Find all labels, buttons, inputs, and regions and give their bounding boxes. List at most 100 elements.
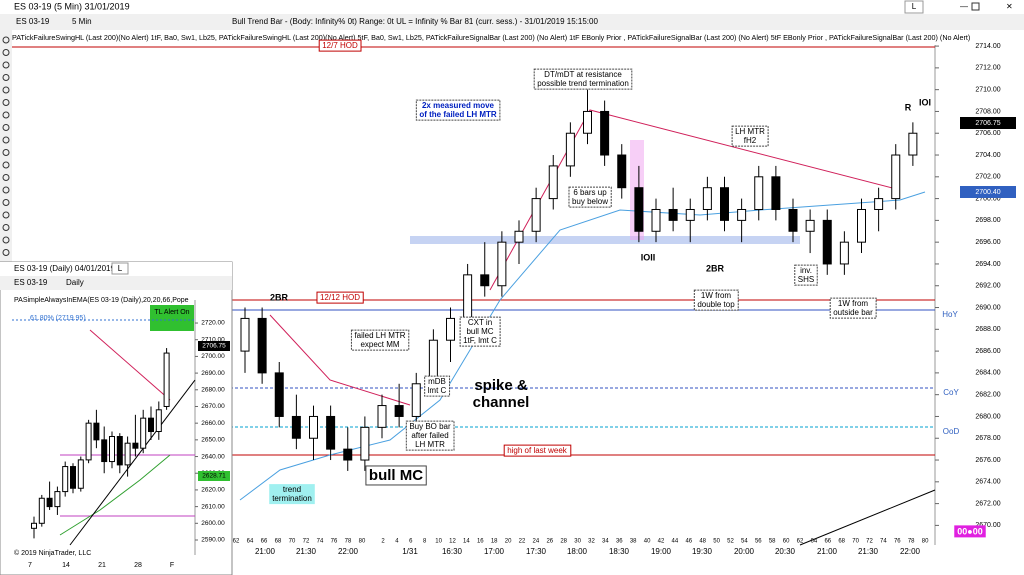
daily-link-button[interactable] — [111, 262, 129, 275]
bar-number: 62 — [233, 539, 240, 545]
bar-number: 14 — [463, 539, 470, 545]
price-label: 2628.71 — [202, 473, 226, 480]
candle-body — [85, 422, 92, 461]
candle-body — [54, 491, 61, 508]
bar-number: 62 — [797, 539, 804, 545]
y-tick-label: 2640.00 — [201, 453, 225, 460]
tool-icon[interactable] — [2, 99, 10, 106]
tool-icon[interactable] — [2, 124, 10, 131]
annotation-text: failed LH MTR — [354, 331, 405, 340]
annotation-text: 1tF, lmt C — [463, 336, 497, 345]
bar-number: 66 — [261, 539, 268, 545]
tool-icon[interactable] — [2, 36, 10, 44]
annotation-text: high of last week — [507, 446, 568, 455]
tool-icon[interactable] — [2, 86, 10, 94]
copyright: © 2019 NinjaTrader, LLC — [14, 549, 91, 557]
tool-icon[interactable] — [2, 224, 10, 231]
bar-number: 24 — [533, 539, 540, 545]
annotation-box — [269, 484, 315, 505]
bar-number: 54 — [741, 539, 748, 545]
link-button[interactable] — [904, 0, 924, 14]
tool-icon[interactable] — [2, 174, 10, 181]
bar-number: 66 — [824, 539, 831, 545]
candle-body — [634, 187, 644, 232]
tool-icon[interactable] — [2, 136, 10, 144]
y-tick-label: 2710.00 — [975, 87, 1000, 94]
tool-icon[interactable] — [2, 61, 10, 69]
bar-number: 46 — [685, 539, 692, 545]
time-label: 21:30 — [858, 547, 879, 556]
bar-number: 6 — [409, 539, 413, 545]
candle-body — [101, 439, 108, 463]
tool-icon[interactable] — [2, 161, 10, 169]
minimize[interactable]: — — [960, 2, 968, 11]
y-tick-label: 2714.00 — [975, 43, 1000, 50]
daily-instrument[interactable]: ES 03-19 — [14, 278, 48, 287]
annotation-text: LH MTR — [735, 127, 765, 136]
tool-icon[interactable] — [2, 249, 10, 256]
candle-body — [771, 176, 781, 210]
title-bar — [0, 0, 1024, 14]
annotation-box — [503, 444, 572, 457]
candle-body — [38, 497, 45, 524]
candle-body — [463, 274, 473, 319]
candle-body — [754, 176, 764, 210]
candle-body — [109, 436, 115, 463]
bar-number: 64 — [811, 539, 818, 545]
window-title: ES 03-19 (5 Min) 31/01/2019 — [14, 1, 130, 11]
y-tick-label: 2696.00 — [975, 239, 1000, 246]
bar-number: 42 — [658, 539, 665, 545]
y-tick-label: 2672.00 — [975, 500, 1000, 507]
time-label: 22:00 — [900, 547, 921, 556]
time-label: 20:30 — [775, 547, 796, 556]
candle-body — [140, 417, 147, 449]
y-tick-label: 2712.00 — [975, 65, 1000, 72]
indicator-list: PATickFailureSwingHL (Last 200)(No Alert… — [12, 33, 970, 42]
annotation-box — [424, 375, 451, 397]
candle-body — [617, 154, 627, 189]
daily-link-button-label[interactable]: L — [118, 264, 123, 273]
tool-icon[interactable] — [2, 211, 10, 219]
bar-number: 12 — [449, 539, 456, 545]
candle-body — [377, 405, 387, 428]
candle-body — [565, 132, 575, 167]
tool-icon[interactable] — [2, 49, 10, 56]
bar-number: 16 — [477, 539, 484, 545]
close[interactable]: ✕ — [1006, 2, 1013, 11]
link-button-label[interactable]: L — [912, 2, 917, 11]
candle-body — [77, 459, 84, 489]
maximize[interactable] — [971, 2, 980, 11]
bar-number: 48 — [699, 539, 706, 545]
tool-icon[interactable] — [2, 236, 10, 244]
tool-icon[interactable] — [2, 149, 10, 156]
annotation-text: 2x measured move — [422, 101, 495, 110]
time-label: 19:00 — [651, 547, 672, 556]
period-selector[interactable]: 5 Min — [72, 17, 92, 26]
tool-icon[interactable] — [2, 199, 10, 206]
instrument-selector[interactable]: ES 03-19 — [16, 17, 50, 26]
tool-icon[interactable] — [2, 74, 10, 81]
candle-body — [326, 415, 336, 450]
bar-number: 72 — [303, 539, 310, 545]
annotation-text: expect MM — [360, 340, 399, 349]
bar-number: 72 — [866, 539, 873, 545]
candle-body — [702, 187, 712, 210]
candle-body — [720, 187, 729, 221]
bar-number: 58 — [769, 539, 776, 545]
candle-body — [600, 110, 610, 156]
time-label: 16:30 — [442, 547, 463, 556]
candle-body — [908, 132, 918, 156]
bar-number: 70 — [852, 539, 859, 545]
annotation-text: mDB — [428, 377, 446, 386]
tool-icon[interactable] — [2, 111, 10, 119]
bar-number: 4 — [395, 539, 399, 545]
bar-number: 56 — [755, 539, 762, 545]
bar-number: 64 — [247, 539, 254, 545]
annotation-box — [318, 39, 362, 52]
tool-icon[interactable] — [2, 186, 10, 194]
candle-body — [62, 466, 69, 493]
annotation-text: 6 bars up — [573, 188, 607, 197]
candle-body — [257, 317, 267, 374]
daily-period[interactable]: Daily — [66, 278, 84, 287]
